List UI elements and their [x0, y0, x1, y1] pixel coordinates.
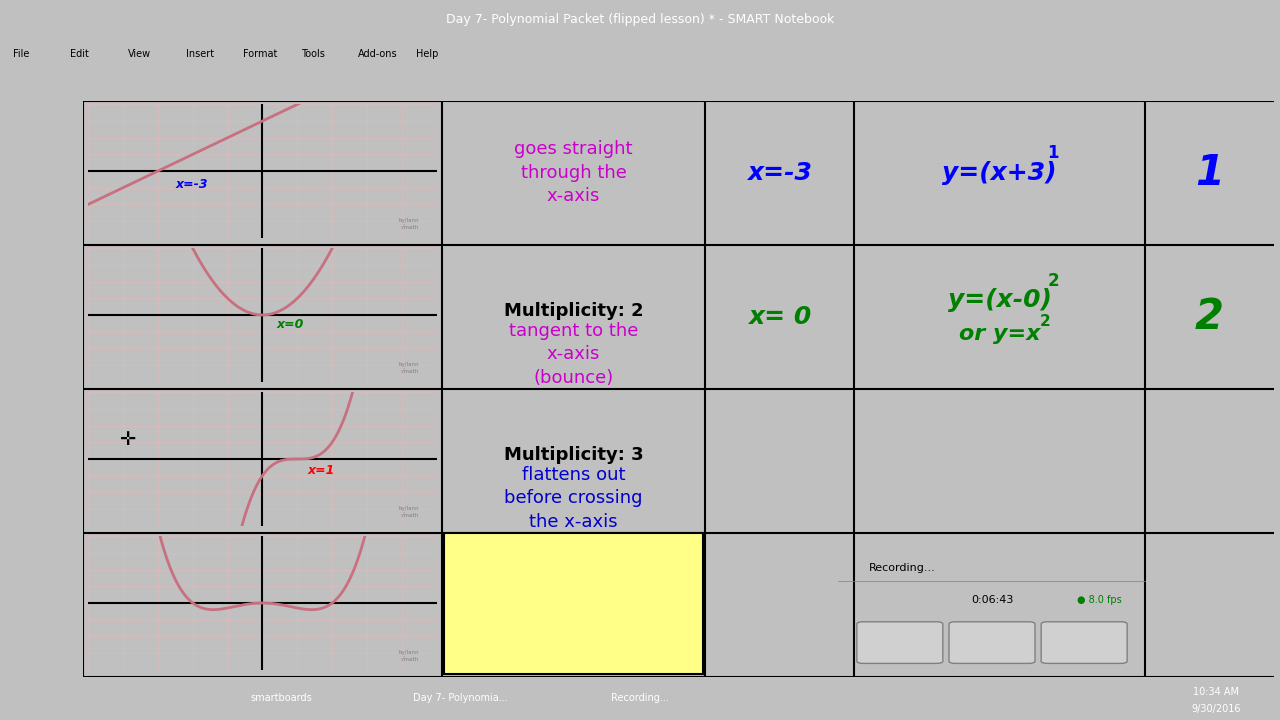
- Text: x=-3: x=-3: [748, 161, 813, 185]
- Text: by/lann
√math: by/lann √math: [398, 650, 419, 661]
- Text: by/lann
√math: by/lann √math: [398, 506, 419, 517]
- FancyBboxPatch shape: [948, 622, 1036, 663]
- Text: Recording...: Recording...: [869, 563, 936, 573]
- Text: 10:34 AM: 10:34 AM: [1193, 687, 1239, 697]
- FancyBboxPatch shape: [1041, 622, 1128, 663]
- Text: x=-3: x=-3: [175, 178, 209, 191]
- Text: Insert: Insert: [186, 49, 214, 59]
- Text: y=(x-0): y=(x-0): [947, 287, 1052, 312]
- FancyBboxPatch shape: [444, 534, 703, 675]
- Text: 9/30/2016: 9/30/2016: [1192, 704, 1240, 714]
- FancyBboxPatch shape: [856, 622, 943, 663]
- Text: smartboards: smartboards: [251, 693, 312, 703]
- Text: Format: Format: [243, 49, 278, 59]
- Text: 1: 1: [1194, 152, 1224, 194]
- Text: y=(x+3): y=(x+3): [942, 161, 1057, 185]
- Text: x=0: x=0: [276, 318, 303, 331]
- Text: 2: 2: [1194, 296, 1224, 338]
- Text: goes straight
through the
x-axis: goes straight through the x-axis: [515, 140, 632, 205]
- Text: Day 7- Polynomia...: Day 7- Polynomia...: [413, 693, 508, 703]
- Text: ✛: ✛: [120, 430, 136, 449]
- Text: or y=x: or y=x: [959, 324, 1041, 344]
- Text: 0:06:43: 0:06:43: [970, 595, 1014, 605]
- Text: Multiplicity: 3: Multiplicity: 3: [504, 446, 644, 464]
- Text: Recording...: Recording...: [611, 693, 669, 703]
- Text: 1: 1: [1047, 143, 1059, 161]
- Text: Day 7- Polynomial Packet (flipped lesson) * - SMART Notebook: Day 7- Polynomial Packet (flipped lesson…: [445, 13, 835, 27]
- Text: Tools: Tools: [301, 49, 325, 59]
- Text: by/lann
√math: by/lann √math: [398, 218, 419, 229]
- Text: ⏸: ⏸: [987, 634, 997, 652]
- Text: by/lann
√math: by/lann √math: [398, 362, 419, 373]
- Text: ■: ■: [1076, 634, 1092, 652]
- Text: flattens out
before crossing
the x-axis: flattens out before crossing the x-axis: [504, 466, 643, 531]
- Text: 2: 2: [1039, 315, 1051, 330]
- Text: ● 8.0 fps: ● 8.0 fps: [1078, 595, 1121, 605]
- Text: File: File: [13, 49, 29, 59]
- Text: Multiplicity: 2: Multiplicity: 2: [504, 302, 644, 320]
- Text: tangent to the
x-axis
(bounce): tangent to the x-axis (bounce): [509, 322, 639, 387]
- Text: x=1: x=1: [307, 464, 335, 477]
- Text: ●: ●: [892, 634, 908, 652]
- Text: Add-ons: Add-ons: [358, 49, 398, 59]
- Text: Edit: Edit: [70, 49, 90, 59]
- Text: 2: 2: [1047, 271, 1059, 289]
- Text: View: View: [128, 49, 151, 59]
- Text: x= 0: x= 0: [749, 305, 812, 329]
- Text: Help: Help: [416, 49, 438, 59]
